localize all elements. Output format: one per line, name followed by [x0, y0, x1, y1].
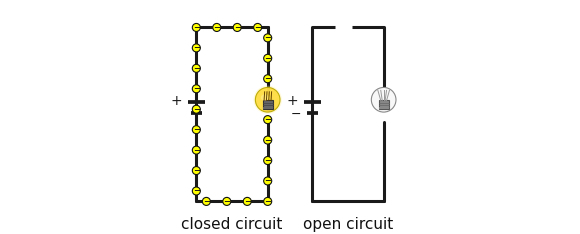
Circle shape — [264, 177, 271, 185]
Circle shape — [264, 157, 271, 165]
Text: −: − — [244, 197, 251, 206]
Circle shape — [193, 146, 200, 154]
Circle shape — [264, 54, 271, 62]
Circle shape — [233, 23, 241, 31]
Text: open circuit: open circuit — [303, 217, 393, 232]
Circle shape — [253, 23, 262, 31]
Text: −: − — [193, 43, 200, 52]
Text: −: − — [203, 197, 210, 206]
Text: −: − — [193, 166, 200, 175]
Text: −: − — [264, 156, 271, 165]
Circle shape — [264, 136, 271, 144]
Ellipse shape — [371, 88, 396, 112]
Ellipse shape — [261, 94, 269, 101]
Circle shape — [193, 126, 200, 134]
Text: −: − — [254, 23, 261, 32]
Text: +: + — [287, 94, 298, 108]
Circle shape — [193, 105, 200, 113]
Circle shape — [264, 34, 271, 42]
Text: −: − — [264, 54, 271, 63]
Text: −: − — [264, 176, 271, 186]
Circle shape — [193, 64, 200, 72]
Bar — [263, 106, 273, 109]
Text: −: − — [264, 74, 271, 83]
Text: −: − — [193, 64, 200, 73]
Text: −: − — [213, 23, 220, 32]
Circle shape — [193, 167, 200, 175]
Ellipse shape — [255, 88, 280, 112]
Text: −: − — [193, 105, 200, 114]
Bar — [379, 100, 389, 109]
Text: −: − — [193, 146, 200, 155]
Circle shape — [193, 187, 200, 195]
Text: −: − — [223, 197, 230, 206]
Circle shape — [202, 197, 211, 205]
Text: −: − — [264, 135, 271, 145]
Circle shape — [223, 197, 231, 205]
Circle shape — [193, 23, 200, 31]
Text: −: − — [234, 23, 241, 32]
Circle shape — [193, 44, 200, 52]
Text: −: − — [264, 95, 271, 104]
Text: +: + — [171, 94, 182, 108]
Circle shape — [264, 95, 271, 103]
Circle shape — [264, 197, 271, 205]
Text: −: − — [264, 197, 271, 206]
Text: closed circuit: closed circuit — [182, 217, 282, 232]
Text: −: − — [193, 23, 200, 32]
Circle shape — [264, 75, 271, 83]
Circle shape — [243, 197, 251, 205]
Text: −: − — [264, 33, 271, 42]
Text: −: − — [264, 115, 271, 124]
Text: −: − — [193, 125, 200, 134]
Text: −: − — [291, 108, 302, 121]
Bar — [263, 100, 273, 109]
Text: −: − — [193, 84, 200, 93]
Circle shape — [264, 116, 271, 124]
Bar — [379, 106, 389, 109]
Circle shape — [213, 23, 221, 31]
Ellipse shape — [253, 86, 282, 114]
Circle shape — [193, 85, 200, 93]
Text: −: − — [193, 186, 200, 195]
